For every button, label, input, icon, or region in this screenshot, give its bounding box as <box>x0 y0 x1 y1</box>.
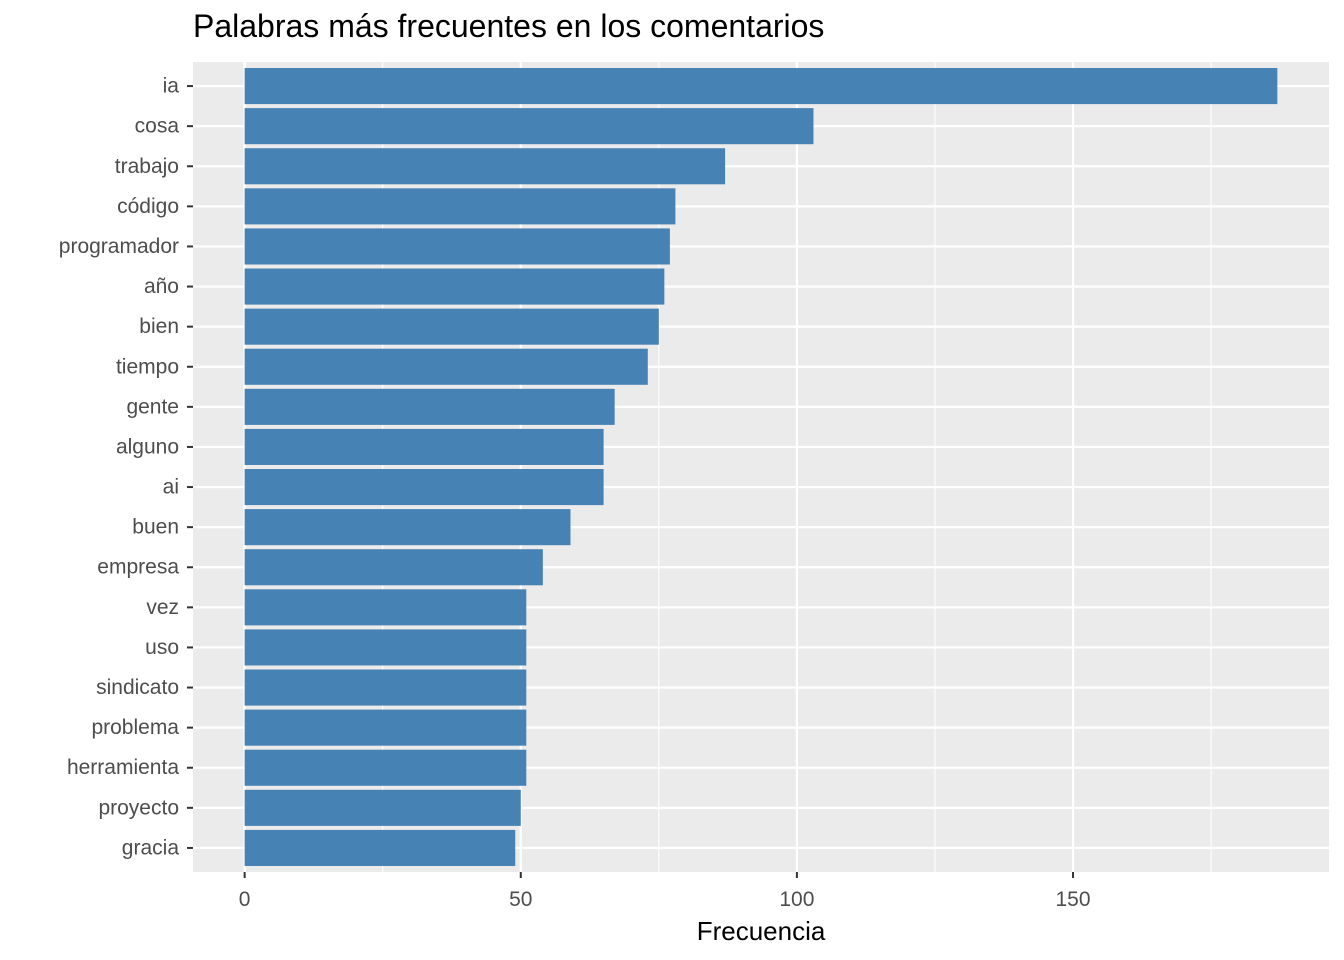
bar-empresa <box>244 549 543 586</box>
y-tick-label: vez <box>146 596 179 619</box>
bar-vez <box>244 589 527 626</box>
bar-bien <box>244 308 659 345</box>
y-axis: ia cosa trabajo código programador año bien tie… <box>59 75 193 859</box>
y-tick-label: bien <box>139 315 179 338</box>
y-tick-label: herramienta <box>67 756 179 779</box>
y-tick-label: tiempo <box>116 355 179 378</box>
y-tick-label: alguno <box>116 435 179 458</box>
bar-gente <box>244 388 615 425</box>
y-tick-label: ai <box>163 476 179 499</box>
y-tick-label: buen <box>132 516 179 539</box>
x-tick-label: 100 <box>779 888 814 911</box>
x-tick-label: 0 <box>239 888 251 911</box>
bar-ia <box>244 68 1278 105</box>
bar-gracia <box>244 829 516 866</box>
bar-herramienta <box>244 749 527 786</box>
bar-código <box>244 188 676 225</box>
y-tick-label: sindicato <box>96 676 179 699</box>
bar-sindicato <box>244 669 527 706</box>
bars <box>244 68 1278 866</box>
bar-uso <box>244 629 527 666</box>
y-tick-label: ia <box>163 75 180 98</box>
y-tick-label: año <box>144 275 179 298</box>
y-tick-label: proyecto <box>98 796 179 819</box>
bar-proyecto <box>244 789 521 826</box>
y-tick-label: problema <box>91 716 179 739</box>
bar-alguno <box>244 428 604 465</box>
x-axis: 0 50 100 150 <box>239 872 1091 911</box>
bar-trabajo <box>244 148 726 185</box>
y-tick-label: gracia <box>122 836 180 859</box>
y-tick-label: gente <box>126 395 179 418</box>
chart-title: Palabras más frecuentes en los comentari… <box>193 8 825 44</box>
y-tick-label: uso <box>145 636 179 659</box>
bar-ai <box>244 469 604 506</box>
y-tick-label: empresa <box>97 556 179 579</box>
x-tick-label: 150 <box>1056 888 1091 911</box>
y-tick-label: cosa <box>135 115 180 138</box>
bar-cosa <box>244 108 814 145</box>
y-tick-label: código <box>117 195 179 218</box>
bar-programador <box>244 228 670 265</box>
bar-tiempo <box>244 348 648 385</box>
bar-buen <box>244 509 571 546</box>
bar-año <box>244 268 665 305</box>
y-tick-label: programador <box>59 235 179 258</box>
y-tick-label: trabajo <box>115 155 179 178</box>
bar-problema <box>244 709 527 746</box>
x-axis-label: Frecuencia <box>697 916 826 946</box>
x-tick-label: 50 <box>509 888 532 911</box>
